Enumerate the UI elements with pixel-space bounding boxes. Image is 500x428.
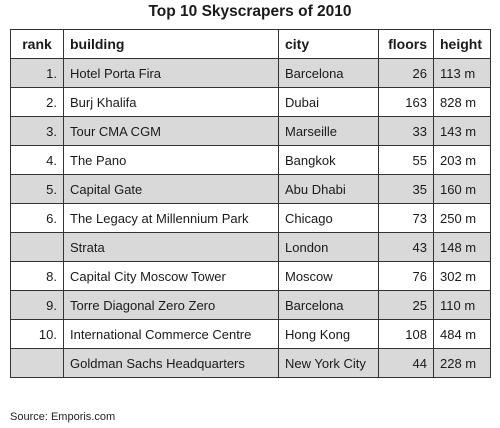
cell-city: Barcelona — [278, 290, 379, 320]
column-header-rank: rank — [10, 29, 64, 59]
cell-height: 143 m — [433, 116, 491, 146]
cell-building: Tour CMA CGM — [63, 116, 279, 146]
cell-city: Bangkok — [278, 145, 379, 175]
cell-height: 113 m — [433, 58, 491, 88]
cell-rank: 2. — [10, 87, 64, 117]
cell-city: Moscow — [278, 261, 379, 291]
cell-height: 110 m — [433, 290, 491, 320]
table-body: 1. Hotel Porta Fira Barcelona 26 113 m 2. Burj… — [10, 58, 491, 378]
cell-floors: 44 — [378, 348, 434, 378]
cell-rank: 5. — [10, 174, 64, 204]
cell-building: Goldman Sachs Headquarters — [63, 348, 279, 378]
table-row: 10. International Commerce Centre Hong Kon… — [10, 319, 491, 349]
table-row: Strata London 43 148 m — [10, 232, 491, 262]
cell-floors: 25 — [378, 290, 434, 320]
table-row: 3. Tour CMA CGM Marseille 33 143 m — [10, 116, 491, 146]
cell-building: The Pano — [63, 145, 279, 175]
cell-city: Chicago — [278, 203, 379, 233]
cell-rank: 9. — [10, 290, 64, 320]
cell-building: The Legacy at Millennium Park — [63, 203, 279, 233]
cell-city: Hong Kong — [278, 319, 379, 349]
cell-floors: 33 — [378, 116, 434, 146]
table-row: 9. Torre Diagonal Zero Zero Barcelona 25 110… — [10, 290, 491, 320]
table-row: 8. Capital City Moscow Tower Moscow 76 302 m — [10, 261, 491, 291]
column-header-floors: floors — [378, 29, 434, 59]
table-row: 2. Burj Khalifa Dubai 163 828 m — [10, 87, 491, 117]
cell-city: Marseille — [278, 116, 379, 146]
cell-floors: 35 — [378, 174, 434, 204]
cell-height: 228 m — [433, 348, 491, 378]
cell-floors: 108 — [378, 319, 434, 349]
cell-rank — [10, 348, 64, 378]
table-row: 5. Capital Gate Abu Dhabi 35 160 m — [10, 174, 491, 204]
cell-floors: 73 — [378, 203, 434, 233]
column-header-height: height — [433, 29, 491, 59]
cell-building: Torre Diagonal Zero Zero — [63, 290, 279, 320]
cell-floors: 163 — [378, 87, 434, 117]
table-row: 4. The Pano Bangkok 55 203 m — [10, 145, 491, 175]
cell-city: Barcelona — [278, 58, 379, 88]
cell-rank: 1. — [10, 58, 64, 88]
cell-building: Hotel Porta Fira — [63, 58, 279, 88]
cell-city: New York City — [278, 348, 379, 378]
column-header-city: city — [278, 29, 379, 59]
source-note: Source: Emporis.com — [10, 411, 116, 423]
chart-title: Top 10 Skyscrapers of 2010 — [148, 3, 352, 20]
cell-height: 203 m — [433, 145, 491, 175]
cell-rank: 10. — [10, 319, 64, 349]
cell-floors: 55 — [378, 145, 434, 175]
cell-city: Abu Dhabi — [278, 174, 379, 204]
cell-height: 828 m — [433, 87, 491, 117]
cell-city: Dubai — [278, 87, 379, 117]
cell-rank — [10, 232, 64, 262]
skyscraper-table: rank building city floors height 1. Hotel… — [10, 29, 491, 378]
cell-height: 250 m — [433, 203, 491, 233]
table-row: 6. The Legacy at Millennium Park Chicago 73… — [10, 203, 491, 233]
cell-height: 148 m — [433, 232, 491, 262]
table-row: 1. Hotel Porta Fira Barcelona 26 113 m — [10, 58, 491, 88]
cell-floors: 76 — [378, 261, 434, 291]
cell-building: Capital Gate — [63, 174, 279, 204]
cell-city: London — [278, 232, 379, 262]
cell-building: International Commerce Centre — [63, 319, 279, 349]
cell-height: 160 m — [433, 174, 491, 204]
cell-height: 484 m — [433, 319, 491, 349]
cell-floors: 43 — [378, 232, 434, 262]
cell-building: Capital City Moscow Tower — [63, 261, 279, 291]
cell-rank: 3. — [10, 116, 64, 146]
cell-height: 302 m — [433, 261, 491, 291]
table-header-row: rank building city floors height — [10, 29, 491, 59]
table-row: Goldman Sachs Headquarters New York City 4… — [10, 348, 491, 378]
cell-rank: 8. — [10, 261, 64, 291]
column-header-building: building — [63, 29, 279, 59]
cell-rank: 6. — [10, 203, 64, 233]
cell-building: Strata — [63, 232, 279, 262]
cell-floors: 26 — [378, 58, 434, 88]
cell-building: Burj Khalifa — [63, 87, 279, 117]
cell-rank: 4. — [10, 145, 64, 175]
